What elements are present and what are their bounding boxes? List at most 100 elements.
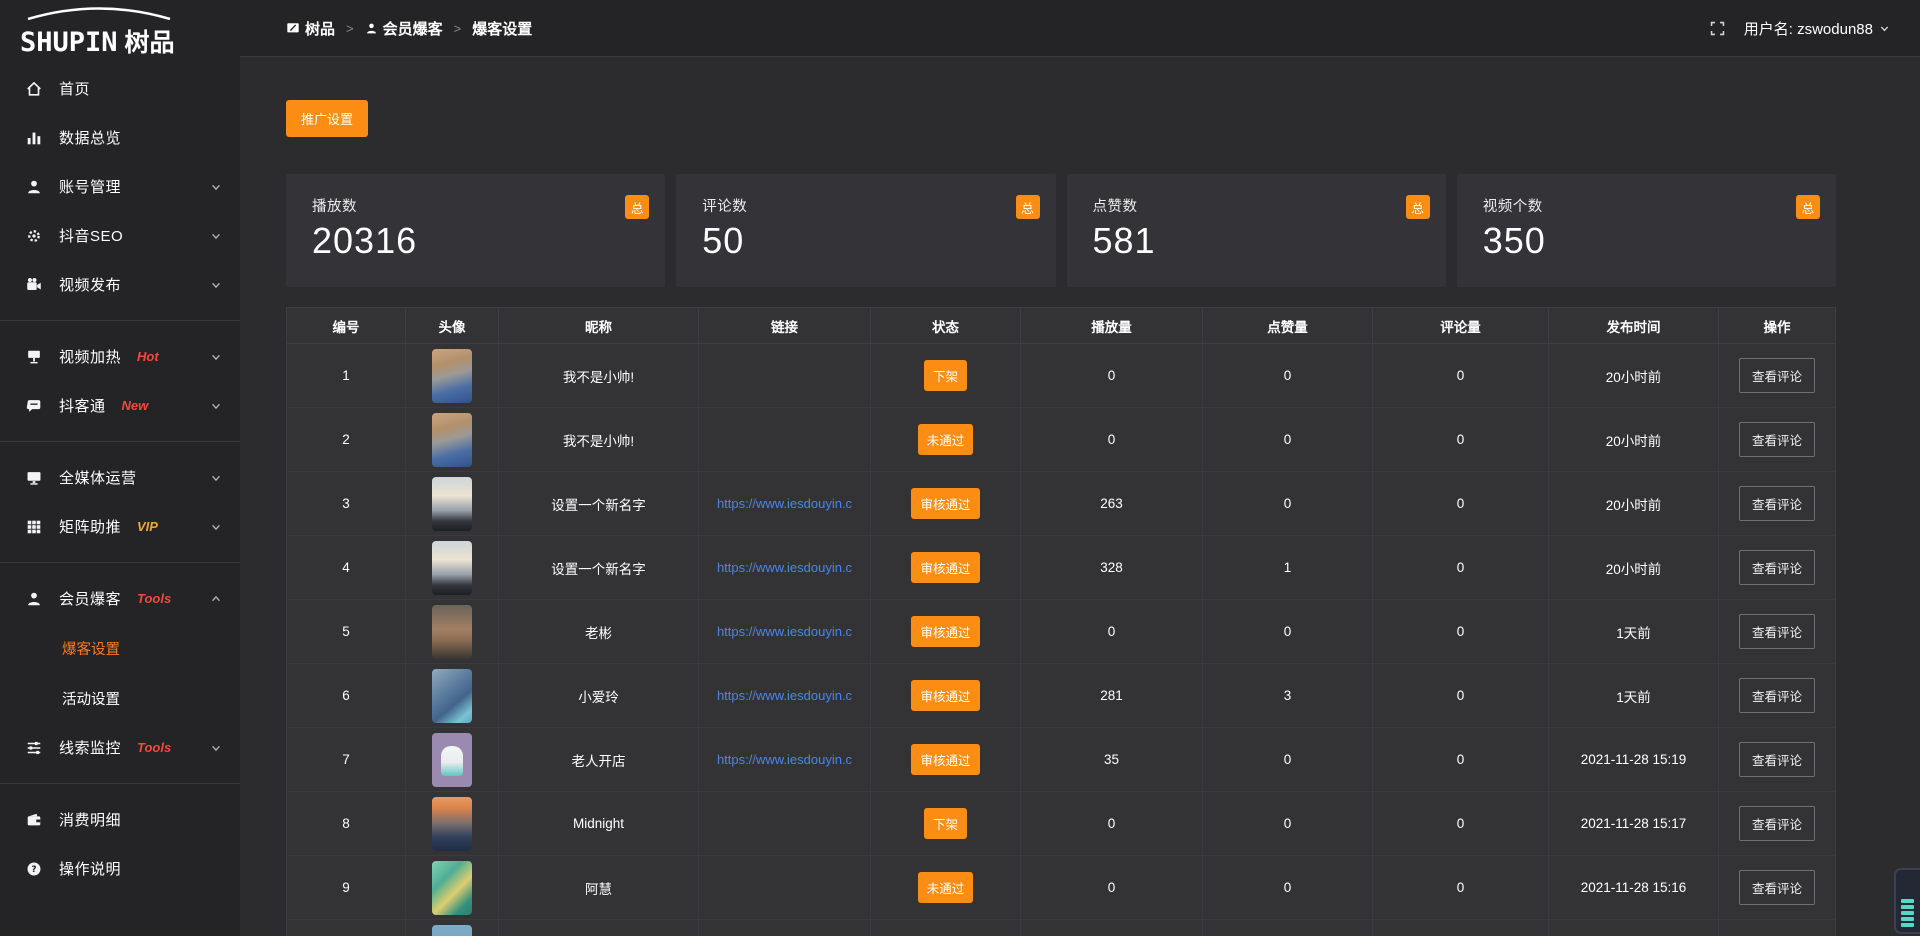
breadcrumb-item-baoke-settings[interactable]: 爆客设置 <box>472 18 532 39</box>
widget-bar <box>1901 905 1914 909</box>
likes-cell: 0 <box>1203 408 1373 472</box>
sidebar-item-label: 抖客通 <box>59 398 106 415</box>
breadcrumb-item-shupin[interactable]: 树品 <box>286 18 335 39</box>
video-link[interactable]: https://www.iesdouyin.c <box>716 688 853 703</box>
stat-value: 50 <box>702 220 745 261</box>
sidebar-item-member-baoke[interactable]: 会员爆客 Tools <box>0 574 240 623</box>
sidebar-subitem-activity-settings[interactable]: 活动设置 <box>0 673 240 723</box>
sidebar-subitem-baoke-settings[interactable]: 爆客设置 <box>0 623 240 673</box>
view-comments-button[interactable]: 查看评论 <box>1738 678 1815 713</box>
avatar-image <box>432 540 472 595</box>
status-badge[interactable]: 未通过 <box>917 872 974 903</box>
chevron-down-icon <box>210 351 222 363</box>
sidebar-item-label: 抖音SEO <box>59 228 124 245</box>
plays-cell: 0 <box>1021 792 1203 856</box>
video-link[interactable]: https://www.iesdouyin.c <box>716 624 853 639</box>
status-badge[interactable]: 未通过 <box>917 424 974 455</box>
nickname-cell: 设置一个新名字 <box>499 536 699 600</box>
plays-cell: 281 <box>1021 664 1203 728</box>
sidebar-item-douketong[interactable]: 抖客通 New <box>0 381 240 430</box>
table-row: 1 我不是小帅! 下架 0 0 0 20小时前 查看评论 <box>287 344 1835 408</box>
chevron-down-icon <box>210 400 222 412</box>
breadcrumb-item-member-baoke[interactable]: 会员爆客 <box>365 18 443 39</box>
column-header: 链接 <box>699 308 871 344</box>
stat-label: 播放数 <box>312 199 357 215</box>
view-comments-button[interactable]: 查看评论 <box>1738 422 1815 457</box>
stat-card-videos: 视频个数 350 总 <box>1456 174 1836 287</box>
person-icon <box>366 23 376 33</box>
view-comments-button[interactable]: 查看评论 <box>1738 486 1815 521</box>
fullscreen-icon[interactable] <box>1709 20 1726 37</box>
sidebar-item-clue-monitor[interactable]: 线索监控 Tools <box>0 723 240 772</box>
stat-label: 点赞数 <box>1092 199 1138 215</box>
sidebar-item-label: 数据总览 <box>59 130 122 147</box>
table-row: 5 老彬 https://www.iesdouyin.c 审核通过 0 0 0 … <box>287 600 1835 664</box>
row-number: 2 <box>287 408 406 472</box>
nickname-cell: 阿慧 <box>499 856 699 920</box>
status-badge[interactable]: 审核通过 <box>911 744 980 775</box>
app-logo[interactable]: SHUPIN 树品 <box>0 0 240 62</box>
sidebar-item-video-heat[interactable]: 视频加热 Hot <box>0 332 240 381</box>
status-badge[interactable]: 下架 <box>923 360 967 391</box>
sidebar-item-expense-detail[interactable]: 消费明细 <box>0 795 240 844</box>
topbar: 树品 > 会员爆客 > 爆客设置 用户名: zswodun88 <box>240 0 1920 57</box>
plays-cell: 0 <box>1021 408 1203 472</box>
view-comments-button[interactable]: 查看评论 <box>1738 806 1815 841</box>
stat-card-comments: 评论数 50 总 <box>676 174 1056 287</box>
column-header: 操作 <box>1719 308 1835 344</box>
sidebar-subitem-label: 活动设置 <box>62 691 120 708</box>
column-header: 编号 <box>287 308 406 344</box>
sidebar-divider <box>0 441 240 442</box>
svg-text:?: ? <box>31 865 36 875</box>
nickname-cell: Midnight <box>499 792 699 856</box>
avatar-image <box>432 732 472 787</box>
stat-value: 581 <box>1092 220 1156 261</box>
status-badge[interactable]: 审核通过 <box>911 552 980 583</box>
table-row: 3 设置一个新名字 https://www.iesdouyin.c 审核通过 2… <box>287 472 1835 536</box>
publish-time-cell: 1天前 <box>1549 600 1719 664</box>
sidebar-item-matrix-boost[interactable]: 矩阵助推 VIP <box>0 502 240 551</box>
chevron-down-icon <box>210 521 222 533</box>
sidebar-item-all-media[interactable]: 全媒体运营 <box>0 453 240 502</box>
likes-cell: 0 <box>1203 792 1373 856</box>
view-comments-button[interactable]: 查看评论 <box>1738 742 1815 777</box>
sidebar-item-account-mgmt[interactable]: 账号管理 <box>0 162 240 211</box>
member-icon <box>24 590 44 608</box>
question-circle-icon: ? <box>24 860 44 878</box>
video-link[interactable]: https://www.iesdouyin.c <box>716 496 853 511</box>
row-number: 8 <box>287 792 406 856</box>
sidebar-item-douyin-seo[interactable]: 抖音SEO <box>0 211 240 260</box>
status-badge[interactable]: 审核通过 <box>911 616 980 647</box>
sidebar-item-label: 线索监控 <box>59 740 122 757</box>
column-header: 播放量 <box>1021 308 1203 344</box>
table-row: 4 设置一个新名字 https://www.iesdouyin.c 审核通过 3… <box>287 536 1835 600</box>
row-number: 1 <box>287 344 406 408</box>
sidebar-item-video-publish[interactable]: 视频发布 <box>0 260 240 309</box>
promo-settings-button[interactable]: 推广设置 <box>286 100 369 137</box>
user-menu[interactable]: 用户名: zswodun88 <box>1744 18 1890 39</box>
row-number: 3 <box>287 472 406 536</box>
table-row: 9 阿慧 未通过 0 0 0 2021-11-28 15:16 查看评论 <box>287 856 1835 920</box>
sidebar-item-help[interactable]: ? 操作说明 <box>0 844 240 893</box>
view-comments-button[interactable]: 查看评论 <box>1738 358 1815 393</box>
user-icon <box>24 178 44 196</box>
video-link[interactable]: https://www.iesdouyin.c <box>716 560 853 575</box>
breadcrumb-separator: > <box>346 20 354 36</box>
comments-cell: 0 <box>1373 856 1549 920</box>
status-badge[interactable]: 审核通过 <box>911 488 980 519</box>
view-comments-button[interactable]: 查看评论 <box>1738 870 1815 905</box>
column-header: 点赞量 <box>1203 308 1373 344</box>
avatar-image <box>432 412 472 467</box>
sidebar-item-data-overview[interactable]: 数据总览 <box>0 113 240 162</box>
floating-widget[interactable] <box>1894 868 1920 934</box>
video-link[interactable]: https://www.iesdouyin.c <box>716 752 853 767</box>
status-badge[interactable]: 审核通过 <box>911 680 980 711</box>
sidebar-item-home[interactable]: 首页 <box>0 64 240 113</box>
row-number: 4 <box>287 536 406 600</box>
breadcrumb-separator: > <box>453 20 462 36</box>
main-area: 树品 > 会员爆客 > 爆客设置 用户名: zswodun88 推广设置 <box>240 0 1920 936</box>
status-badge[interactable]: 下架 <box>923 808 967 839</box>
view-comments-button[interactable]: 查看评论 <box>1738 550 1815 585</box>
stat-label: 视频个数 <box>1482 199 1543 215</box>
view-comments-button[interactable]: 查看评论 <box>1738 614 1815 649</box>
